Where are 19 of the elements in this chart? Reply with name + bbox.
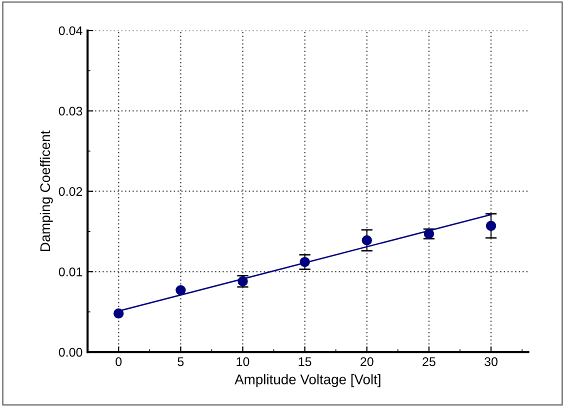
x-tick-label: 30 xyxy=(484,357,498,366)
point xyxy=(300,256,310,268)
y-tick-label: 0.03 xyxy=(58,106,82,116)
x-tick-label: 20 xyxy=(360,357,374,366)
point xyxy=(362,235,372,246)
y-tick-label: 0.04 xyxy=(58,26,82,36)
point xyxy=(114,308,124,319)
y-tick-label: 0.01 xyxy=(58,267,82,276)
y-axis-title: Damping Coefficent xyxy=(40,130,53,252)
x-tick-label: 10 xyxy=(236,357,250,366)
point xyxy=(486,220,496,231)
point xyxy=(176,285,186,296)
x-tick-label: 15 xyxy=(298,357,312,366)
x-tick-label: 0 xyxy=(116,357,122,366)
x-tick-label: 5 xyxy=(178,357,184,366)
y-tick-label: 0.00 xyxy=(58,348,82,357)
x-axis-title: Amplitude Voltage [Volt] xyxy=(234,374,380,388)
y-tick-label: 0.02 xyxy=(58,187,82,196)
x-tick-label: 25 xyxy=(422,357,436,366)
